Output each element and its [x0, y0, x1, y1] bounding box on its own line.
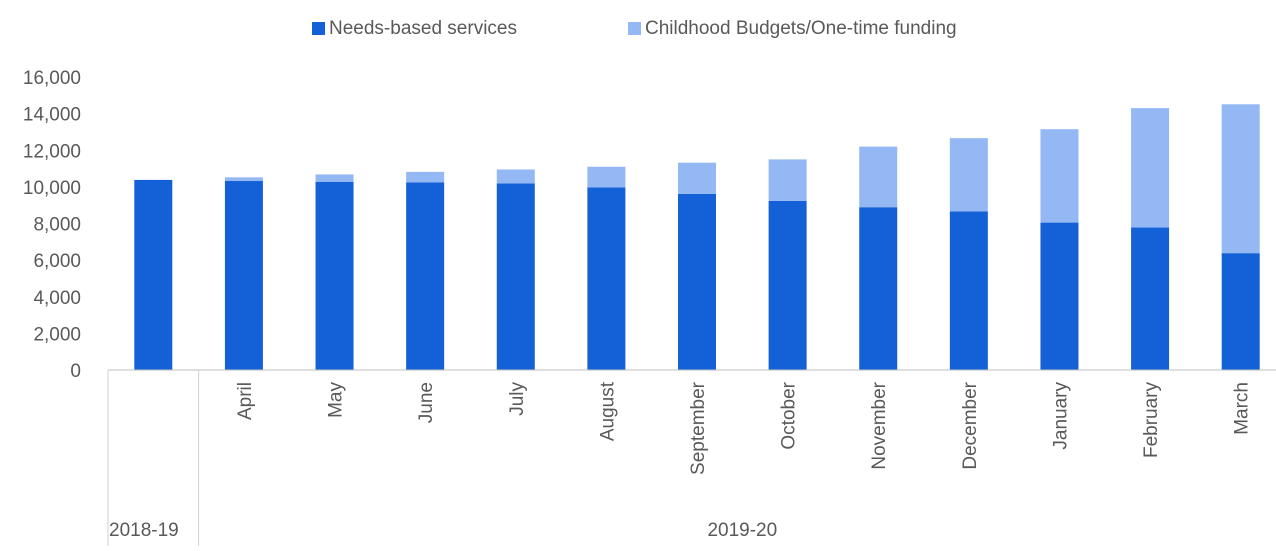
bar-segment-needs-based	[224, 181, 263, 370]
bar-segment-needs-based	[768, 200, 807, 370]
bar-segment-needs-based	[1221, 253, 1260, 370]
x-category-label: September	[688, 381, 709, 475]
bar-segment-childhood-budgets	[224, 177, 263, 182]
legend: Needs-based services Childhood Budgets/On…	[312, 18, 957, 39]
x-category-label: December	[960, 381, 981, 469]
y-tick-label: 0	[70, 361, 81, 382]
bar-segment-needs-based	[1131, 227, 1170, 370]
bar-segment-childhood-budgets	[1040, 129, 1079, 223]
y-tick-label: 14,000	[23, 105, 81, 126]
legend-swatch	[628, 22, 641, 35]
legend-swatch	[312, 22, 325, 35]
y-tick-label: 4,000	[33, 288, 81, 309]
bar-segment-childhood-budgets	[587, 166, 626, 188]
y-tick-label: 12,000	[23, 141, 81, 162]
legend-label: Needs-based services	[329, 18, 517, 39]
x-category-label: October	[779, 381, 800, 449]
bar-segment-needs-based	[859, 207, 898, 370]
y-tick-label: 10,000	[23, 178, 81, 199]
x-group-label: 2018-19	[109, 520, 179, 541]
x-category-label: May	[326, 382, 347, 418]
x-category-label: April	[235, 382, 256, 420]
bar-segment-needs-based	[315, 181, 354, 370]
y-tick-label: 2,000	[33, 324, 81, 345]
x-category-label: January	[1050, 382, 1071, 450]
bar-segment-needs-based	[587, 187, 626, 370]
bar-segment-childhood-budgets	[496, 169, 535, 184]
bar-segment-needs-based	[1040, 222, 1079, 370]
bar-segment-needs-based	[496, 183, 535, 370]
bar-segment-childhood-budgets	[768, 159, 807, 201]
x-category-label: March	[1232, 382, 1253, 435]
x-group-label: 2019-20	[707, 520, 777, 541]
bar-segment-childhood-budgets	[1131, 108, 1170, 228]
bar-segment-needs-based	[678, 193, 716, 370]
bar-segment-childhood-budgets	[678, 162, 716, 194]
bar-segment-childhood-budgets	[1221, 104, 1260, 254]
legend-label: Childhood Budgets/One-time funding	[645, 18, 957, 39]
y-axis: 0 2,000 4,000 6,000 8,000 10,000 12,000 14,000 1…	[23, 68, 81, 382]
bar-segment-childhood-budgets	[315, 174, 354, 182]
y-tick-label: 6,000	[33, 251, 81, 272]
bar-segment-needs-based	[134, 179, 173, 370]
bar-segment-childhood-budgets	[859, 146, 898, 208]
x-category-label: August	[597, 381, 618, 441]
bar-segment-childhood-budgets	[406, 171, 445, 183]
bar-segment-needs-based	[406, 182, 445, 370]
x-category-label: February	[1141, 382, 1162, 459]
bars	[134, 104, 1260, 370]
y-tick-label: 16,000	[23, 68, 81, 89]
y-tick-label: 8,000	[33, 215, 81, 236]
x-category-label: July	[507, 382, 528, 416]
x-axis: April May June July August September October No…	[107, 369, 1276, 546]
x-category-label: November	[869, 381, 890, 469]
bar-segment-childhood-budgets	[949, 138, 988, 212]
x-category-label: June	[416, 382, 437, 423]
bar-segment-needs-based	[949, 211, 988, 370]
